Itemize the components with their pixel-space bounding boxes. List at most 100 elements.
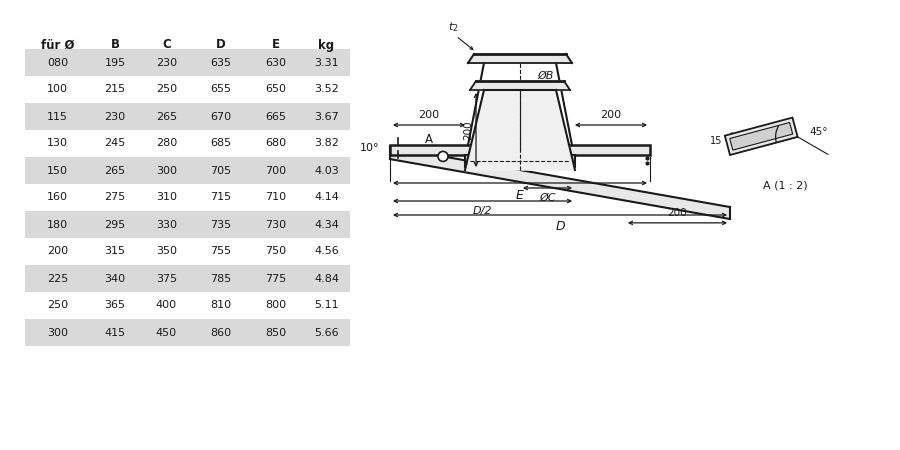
Text: 330: 330 — [156, 220, 177, 230]
Text: B: B — [111, 39, 120, 51]
Text: 775: 775 — [265, 274, 286, 284]
Text: 680: 680 — [265, 139, 286, 148]
Text: 705: 705 — [210, 166, 231, 176]
Text: 250: 250 — [156, 85, 177, 94]
Polygon shape — [390, 147, 730, 219]
Text: 400: 400 — [156, 301, 177, 310]
Text: 245: 245 — [104, 139, 126, 148]
Text: 200: 200 — [463, 120, 473, 140]
Text: 3.82: 3.82 — [314, 139, 339, 148]
Text: 195: 195 — [104, 58, 126, 68]
Text: 150: 150 — [47, 166, 68, 176]
Text: ØC: ØC — [539, 193, 556, 203]
Text: 755: 755 — [210, 247, 231, 256]
Text: für Ø: für Ø — [40, 39, 74, 51]
Text: 685: 685 — [210, 139, 231, 148]
Text: 115: 115 — [47, 112, 68, 122]
Text: 130: 130 — [47, 139, 68, 148]
Text: 4.56: 4.56 — [314, 247, 339, 256]
Text: A: A — [425, 133, 433, 146]
Text: 655: 655 — [210, 85, 231, 94]
Text: ØB: ØB — [538, 71, 554, 81]
Text: 080: 080 — [47, 58, 68, 68]
Bar — [25, 157, 350, 184]
Circle shape — [438, 151, 448, 162]
Text: 450: 450 — [156, 328, 177, 338]
Text: 650: 650 — [265, 85, 286, 94]
Text: E: E — [516, 189, 524, 202]
Text: E: E — [272, 39, 280, 51]
Bar — [25, 103, 350, 130]
Text: 295: 295 — [104, 220, 126, 230]
Text: C: C — [162, 39, 171, 51]
Text: 265: 265 — [104, 166, 126, 176]
Text: 665: 665 — [265, 112, 286, 122]
Text: 10°: 10° — [359, 144, 379, 153]
Text: 275: 275 — [104, 193, 126, 202]
Text: 715: 715 — [210, 193, 231, 202]
Polygon shape — [465, 90, 575, 170]
Text: 750: 750 — [265, 247, 286, 256]
Text: 3.52: 3.52 — [314, 85, 339, 94]
Text: 365: 365 — [104, 301, 125, 310]
Text: 700: 700 — [265, 166, 286, 176]
Text: 215: 215 — [104, 85, 126, 94]
Text: 280: 280 — [156, 139, 177, 148]
Text: 315: 315 — [104, 247, 125, 256]
Text: 45°: 45° — [810, 127, 828, 137]
Text: 200: 200 — [47, 247, 68, 256]
Text: 230: 230 — [156, 58, 177, 68]
Bar — [25, 265, 350, 292]
Text: 730: 730 — [265, 220, 286, 230]
Text: 670: 670 — [210, 112, 231, 122]
Text: 4.03: 4.03 — [314, 166, 339, 176]
Text: D: D — [216, 39, 225, 51]
Text: 340: 340 — [104, 274, 126, 284]
Text: 860: 860 — [210, 328, 231, 338]
Text: 200: 200 — [668, 208, 688, 218]
Text: 375: 375 — [156, 274, 177, 284]
Text: 4.34: 4.34 — [314, 220, 339, 230]
Text: 5.66: 5.66 — [314, 328, 338, 338]
Text: 265: 265 — [156, 112, 177, 122]
Text: A (1 : 2): A (1 : 2) — [762, 180, 807, 190]
Text: 4.84: 4.84 — [314, 274, 339, 284]
Text: 180: 180 — [47, 220, 68, 230]
Text: 635: 635 — [210, 58, 231, 68]
Text: 415: 415 — [104, 328, 126, 338]
Text: 250: 250 — [47, 301, 68, 310]
Text: 3.31: 3.31 — [314, 58, 338, 68]
Text: 200: 200 — [600, 110, 622, 120]
Bar — [390, 145, 650, 155]
Text: 3.67: 3.67 — [314, 112, 339, 122]
Bar — [465, 155, 575, 167]
Text: 100: 100 — [47, 85, 68, 94]
Text: 4.14: 4.14 — [314, 193, 339, 202]
Text: 710: 710 — [265, 193, 286, 202]
Polygon shape — [470, 81, 570, 90]
Text: 200: 200 — [418, 110, 439, 120]
Text: 160: 160 — [47, 193, 68, 202]
Text: 300: 300 — [156, 166, 177, 176]
Text: 15: 15 — [709, 136, 722, 146]
Bar — [25, 211, 350, 238]
Text: $t_2$: $t_2$ — [448, 20, 458, 34]
Bar — [25, 319, 350, 346]
Text: 630: 630 — [265, 58, 286, 68]
Text: 850: 850 — [265, 328, 286, 338]
Polygon shape — [724, 117, 797, 155]
Text: 5.11: 5.11 — [314, 301, 338, 310]
Text: 230: 230 — [104, 112, 126, 122]
Text: 350: 350 — [156, 247, 177, 256]
Text: 735: 735 — [210, 220, 231, 230]
Text: 810: 810 — [210, 301, 231, 310]
Text: 310: 310 — [156, 193, 177, 202]
Polygon shape — [730, 122, 793, 150]
Text: 225: 225 — [47, 274, 68, 284]
Text: D: D — [555, 220, 565, 233]
Bar — [25, 49, 350, 76]
Text: 785: 785 — [210, 274, 231, 284]
Polygon shape — [468, 54, 572, 63]
Text: kg: kg — [319, 39, 335, 51]
Text: 300: 300 — [47, 328, 68, 338]
